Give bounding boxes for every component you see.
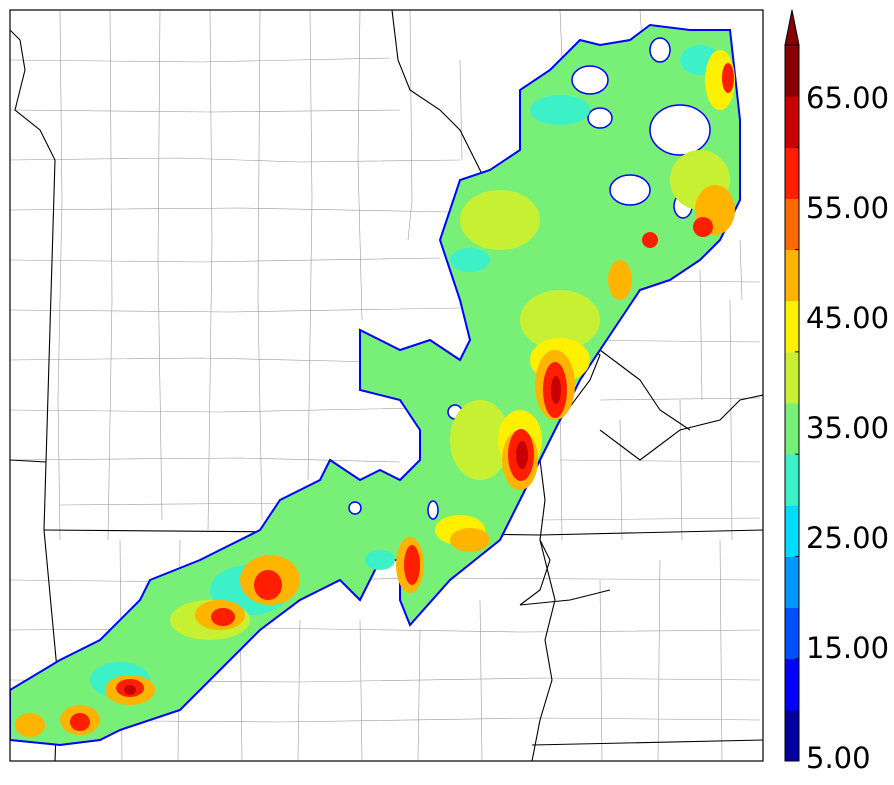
colorbar-tick-label: 5.00 xyxy=(806,741,871,775)
colorbar-segment xyxy=(785,96,799,148)
colorbar-tick-label: 35.00 xyxy=(806,411,890,445)
map-frame xyxy=(9,9,764,762)
colorbar-segment xyxy=(785,709,799,762)
colorbar-extend-arrow xyxy=(784,9,800,46)
colorbar-segment xyxy=(785,454,799,506)
colorbar-segment xyxy=(785,607,799,660)
colorbar-segment xyxy=(785,300,799,353)
colorbar-tick-label: 65.00 xyxy=(806,81,890,115)
colorbar-segment xyxy=(785,249,799,302)
reflectivity-field xyxy=(10,23,741,747)
colorbar-segment xyxy=(785,556,799,609)
colorbar-tick-label: 55.00 xyxy=(806,191,890,225)
colorbar-tick-label: 25.00 xyxy=(806,521,890,555)
colorbar xyxy=(784,9,800,762)
colorbar-segment xyxy=(785,147,799,199)
colorbar-tick-label: 45.00 xyxy=(806,301,890,335)
colorbar-segment xyxy=(785,658,799,711)
colorbar-segment xyxy=(785,351,799,404)
colorbar-outline xyxy=(784,44,800,762)
colorbar-segment xyxy=(785,403,799,455)
colorbar-segment xyxy=(785,505,799,557)
colorbar-tick-label: 15.00 xyxy=(806,631,890,665)
colorbar-segment xyxy=(785,198,799,251)
state-borders xyxy=(10,10,763,761)
colorbar-segment xyxy=(785,45,799,97)
